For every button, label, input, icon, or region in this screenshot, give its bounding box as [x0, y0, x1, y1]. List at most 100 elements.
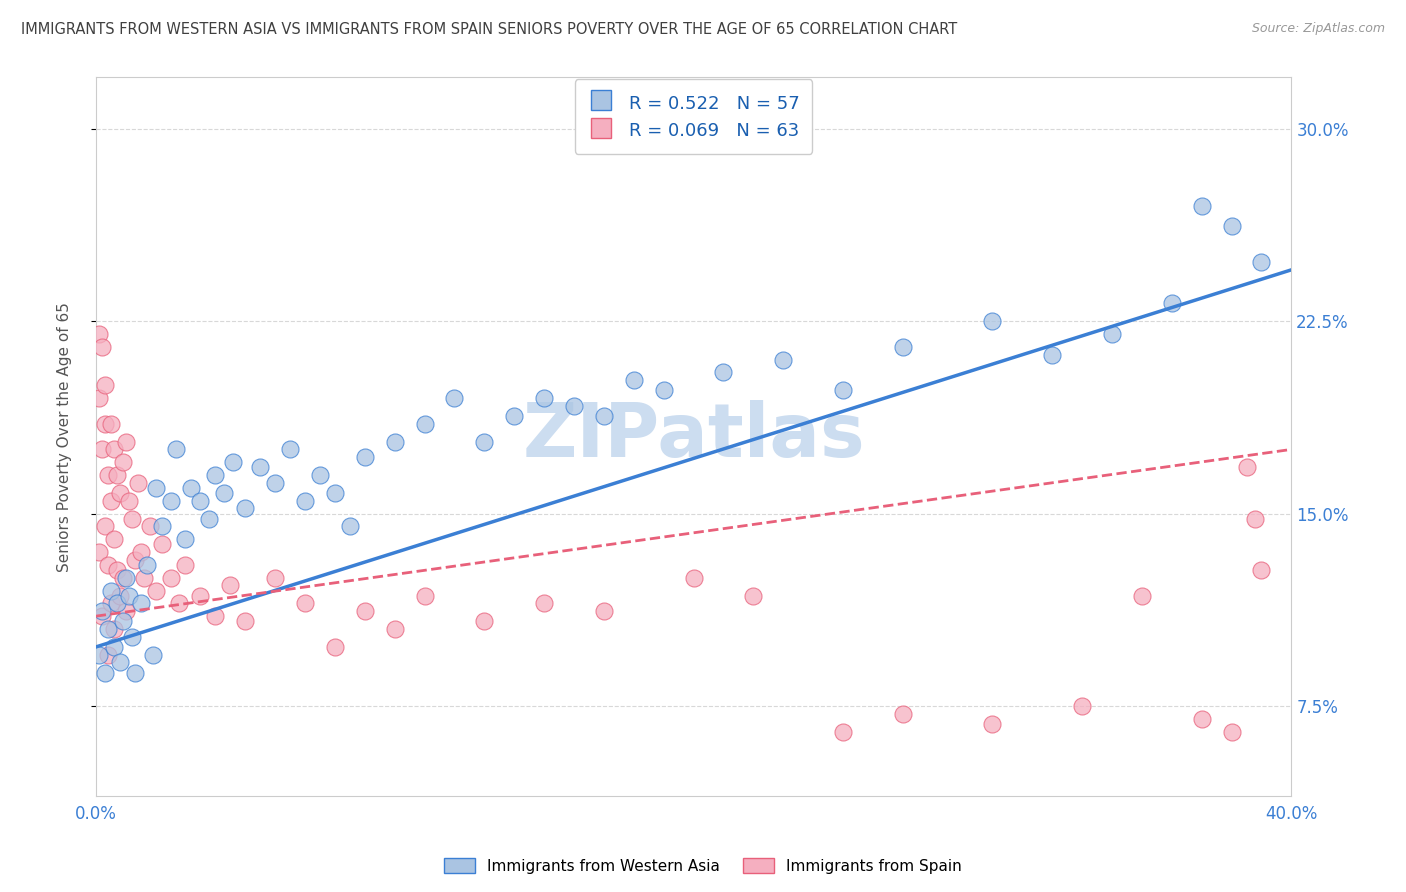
Y-axis label: Seniors Poverty Over the Age of 65: Seniors Poverty Over the Age of 65: [58, 301, 72, 572]
Point: [1250, 255, 1272, 269]
Point: [190, 493, 212, 508]
Point: [742, 589, 765, 603]
Point: [97, 648, 120, 662]
Text: Source: ZipAtlas.com: Source: ZipAtlas.com: [1251, 22, 1385, 36]
Point: [981, 314, 1004, 328]
Point: [100, 493, 122, 508]
Point: [623, 373, 645, 387]
Point: [114, 434, 136, 449]
Point: [118, 493, 141, 508]
Point: [1250, 563, 1272, 577]
Point: [87, 391, 110, 405]
Text: IMMIGRANTS FROM WESTERN ASIA VS IMMIGRANTS FROM SPAIN SENIORS POVERTY OVER THE A: IMMIGRANTS FROM WESTERN ASIA VS IMMIGRAN…: [21, 22, 957, 37]
Point: [472, 615, 495, 629]
Point: [159, 571, 181, 585]
Point: [593, 409, 616, 423]
Point: [443, 391, 465, 405]
Point: [1101, 326, 1123, 341]
Point: [384, 434, 406, 449]
Point: [159, 493, 181, 508]
Point: [1244, 511, 1267, 525]
Point: [323, 640, 346, 654]
Point: [90, 609, 112, 624]
Point: [174, 558, 197, 572]
Point: [97, 558, 120, 572]
Point: [127, 475, 149, 490]
Point: [103, 442, 125, 457]
Point: [124, 553, 146, 567]
Point: [264, 571, 287, 585]
Point: [1220, 724, 1243, 739]
Point: [108, 486, 131, 500]
Point: [891, 706, 914, 721]
Point: [87, 545, 110, 559]
Text: ZIPatlas: ZIPatlas: [522, 401, 865, 473]
Point: [294, 493, 316, 508]
Point: [503, 409, 526, 423]
Point: [472, 434, 495, 449]
Point: [103, 622, 125, 636]
Legend: Immigrants from Western Asia, Immigrants from Spain: Immigrants from Western Asia, Immigrants…: [439, 852, 967, 880]
Point: [1130, 589, 1153, 603]
Point: [204, 468, 226, 483]
Point: [105, 596, 128, 610]
Point: [111, 615, 134, 629]
Point: [129, 545, 152, 559]
Point: [103, 640, 125, 654]
Point: [174, 533, 197, 547]
Point: [832, 384, 855, 398]
Point: [682, 571, 704, 585]
Point: [87, 326, 110, 341]
Point: [222, 455, 245, 469]
Point: [1191, 712, 1213, 726]
Point: [204, 609, 226, 624]
Point: [339, 519, 361, 533]
Point: [90, 604, 112, 618]
Point: [533, 596, 555, 610]
Point: [1071, 698, 1094, 713]
Legend: R = 0.522   N = 57, R = 0.069   N = 63: R = 0.522 N = 57, R = 0.069 N = 63: [575, 79, 813, 154]
Point: [138, 519, 160, 533]
Point: [294, 596, 316, 610]
Point: [413, 589, 436, 603]
Point: [1040, 347, 1063, 361]
Point: [108, 589, 131, 603]
Point: [94, 417, 117, 431]
Point: [264, 475, 287, 490]
Point: [90, 442, 112, 457]
Point: [97, 622, 120, 636]
Point: [233, 615, 256, 629]
Point: [190, 589, 212, 603]
Point: [1220, 219, 1243, 234]
Point: [249, 460, 271, 475]
Point: [145, 481, 167, 495]
Point: [90, 340, 112, 354]
Point: [105, 468, 128, 483]
Point: [233, 501, 256, 516]
Point: [1191, 199, 1213, 213]
Point: [121, 630, 143, 644]
Point: [384, 622, 406, 636]
Point: [142, 648, 165, 662]
Point: [108, 656, 131, 670]
Point: [353, 450, 375, 464]
Point: [353, 604, 375, 618]
Point: [121, 511, 143, 525]
Point: [198, 511, 221, 525]
Point: [97, 468, 120, 483]
Point: [413, 417, 436, 431]
Point: [713, 366, 735, 380]
Point: [129, 596, 152, 610]
Point: [180, 481, 202, 495]
Point: [94, 519, 117, 533]
Point: [150, 519, 173, 533]
Point: [114, 604, 136, 618]
Point: [150, 537, 173, 551]
Point: [323, 486, 346, 500]
Point: [132, 571, 155, 585]
Point: [278, 442, 301, 457]
Point: [105, 563, 128, 577]
Point: [214, 486, 236, 500]
Point: [562, 399, 585, 413]
Point: [145, 583, 167, 598]
